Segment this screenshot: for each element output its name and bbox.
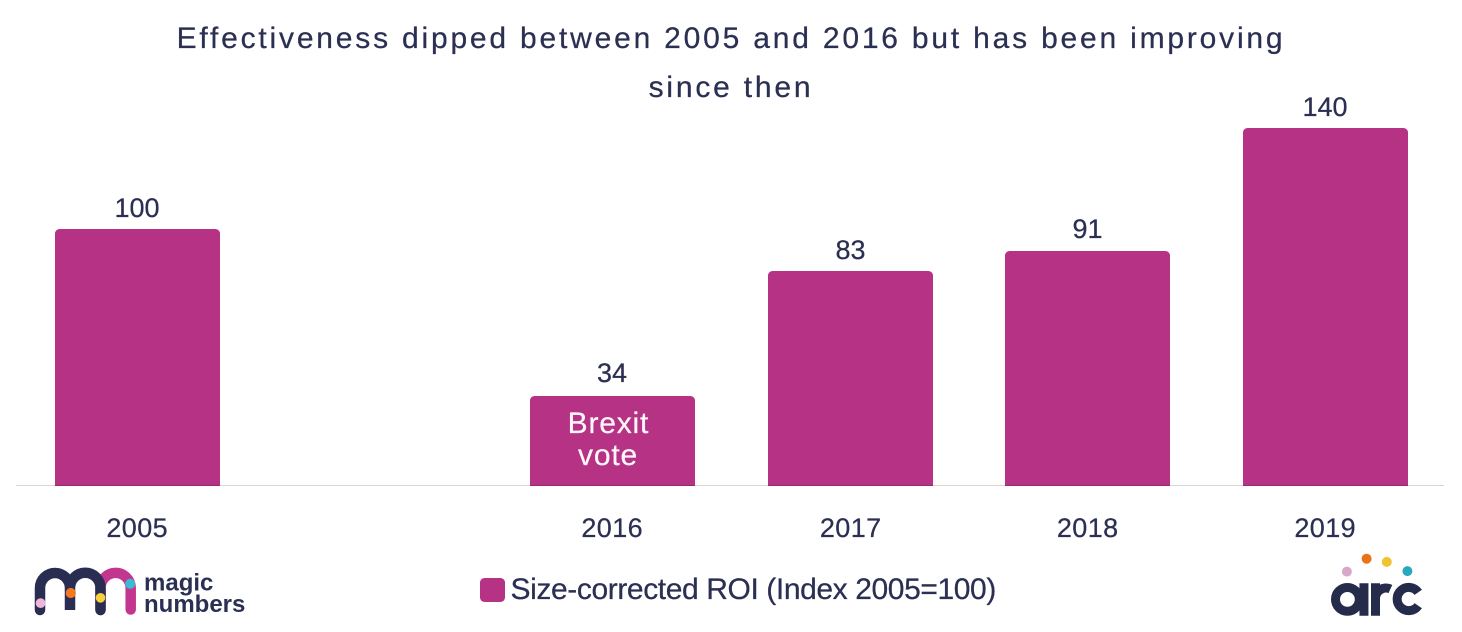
- svg-text:numbers: numbers: [144, 591, 245, 618]
- svg-text:magic: magic: [144, 570, 213, 597]
